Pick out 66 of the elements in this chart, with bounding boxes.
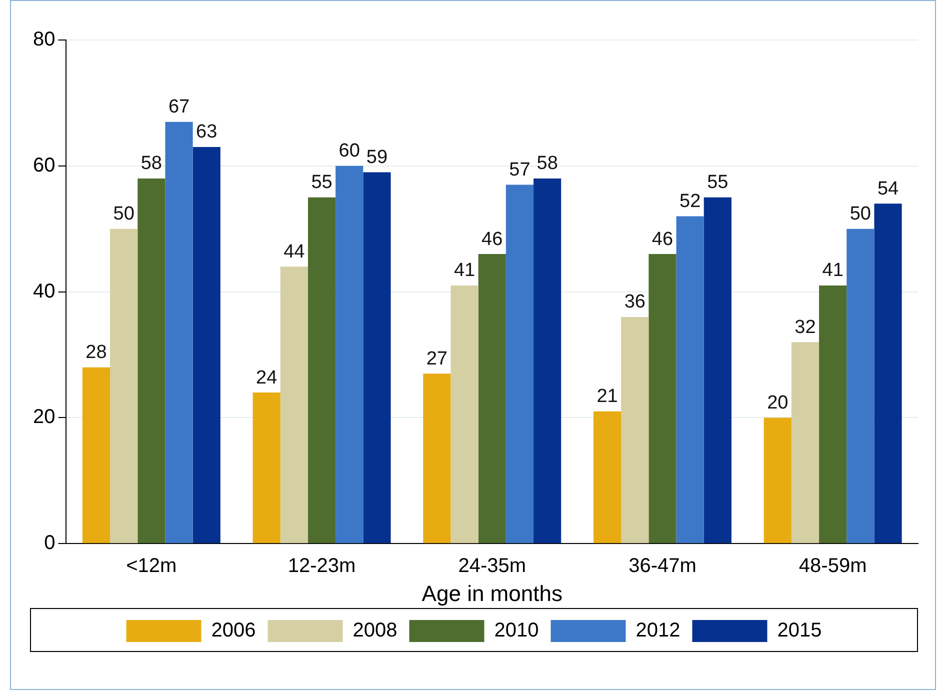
bar: [110, 228, 138, 544]
legend-label: 2012: [636, 620, 680, 642]
bar: [308, 197, 336, 544]
legend-label: 2010: [494, 620, 539, 642]
data-label: 67: [168, 96, 190, 118]
data-label: 41: [822, 260, 844, 282]
data-label: 46: [482, 228, 503, 250]
data-label: 44: [284, 241, 306, 262]
y-tick-label: 80: [32, 28, 56, 51]
bar: [676, 216, 704, 544]
data-label: 24: [256, 367, 278, 388]
bar: [165, 122, 193, 544]
data-label: 55: [707, 172, 728, 194]
data-label: 20: [767, 392, 788, 414]
bar: [593, 411, 622, 544]
bar: [138, 178, 166, 544]
bar: [336, 166, 364, 544]
data-label: 27: [426, 348, 448, 370]
x-tick-label: 36-47m: [628, 555, 696, 578]
y-tick-label: 40: [32, 280, 56, 302]
bar: [764, 418, 792, 544]
bar: [280, 266, 308, 544]
bar: [704, 197, 732, 544]
bar: [621, 316, 649, 544]
legend-label: 2006: [211, 620, 256, 642]
x-tick-label: 12-23m: [288, 555, 356, 578]
bar: [450, 286, 478, 544]
bar: [423, 374, 451, 544]
bar: [648, 254, 676, 544]
bar: [791, 342, 820, 544]
data-label: 41: [454, 260, 476, 282]
data-label: 21: [596, 386, 618, 408]
legend-label: 2008: [352, 620, 398, 642]
data-label: 58: [140, 153, 162, 174]
data-label: 36: [624, 292, 646, 313]
y-tick-label: 0: [44, 532, 56, 554]
data-label: 58: [536, 153, 558, 174]
data-label: 54: [877, 178, 900, 200]
bar: [363, 172, 391, 544]
bar: [874, 204, 902, 544]
x-tick-label: 48-59m: [798, 555, 867, 578]
legend-label: 2015: [777, 620, 822, 642]
y-tick-label: 60: [32, 154, 56, 176]
x-axis-title: Age in months: [422, 580, 562, 606]
data-label: 50: [113, 204, 134, 225]
x-tick-label: <12m: [126, 555, 177, 578]
data-label: 59: [366, 146, 388, 168]
data-label: 50: [850, 204, 871, 225]
data-label: 63: [196, 122, 218, 143]
data-label: 52: [680, 190, 701, 212]
bar: [819, 286, 847, 544]
bar: [192, 147, 220, 544]
bar: [82, 367, 110, 544]
bar: [478, 254, 506, 544]
bar: [846, 228, 874, 544]
data-label: 46: [652, 228, 674, 250]
bar: [534, 178, 562, 544]
x-tick-label: 24-35m: [458, 555, 526, 578]
data-label: 28: [86, 342, 107, 364]
data-label: 32: [794, 316, 816, 338]
bar: [252, 392, 280, 544]
y-tick-label: 20: [32, 406, 56, 428]
bar: [506, 184, 534, 544]
data-label: 60: [338, 140, 360, 162]
data-label: 57: [509, 160, 530, 181]
data-label: 55: [311, 172, 332, 194]
